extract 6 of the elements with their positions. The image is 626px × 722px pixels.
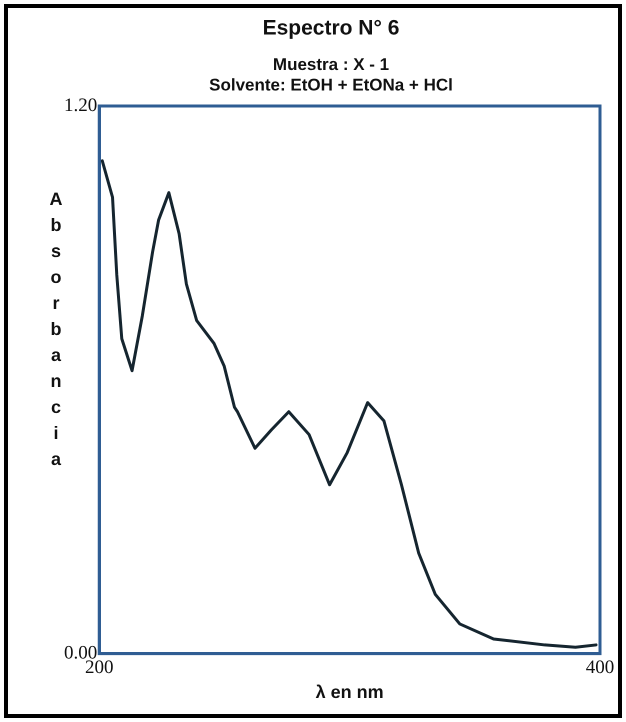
chart-subtitle: Muestra : X - 1 Solvente: EtOH + EtONa + HCl [209, 55, 453, 94]
text: Absorbancia [50, 188, 62, 469]
x-tick-label: 400 [586, 656, 614, 678]
y-tick-label: 1.20 [64, 94, 98, 116]
chart-title: Espectro N° 6 [262, 16, 400, 40]
x-axis-title: λ en nm [316, 682, 384, 702]
